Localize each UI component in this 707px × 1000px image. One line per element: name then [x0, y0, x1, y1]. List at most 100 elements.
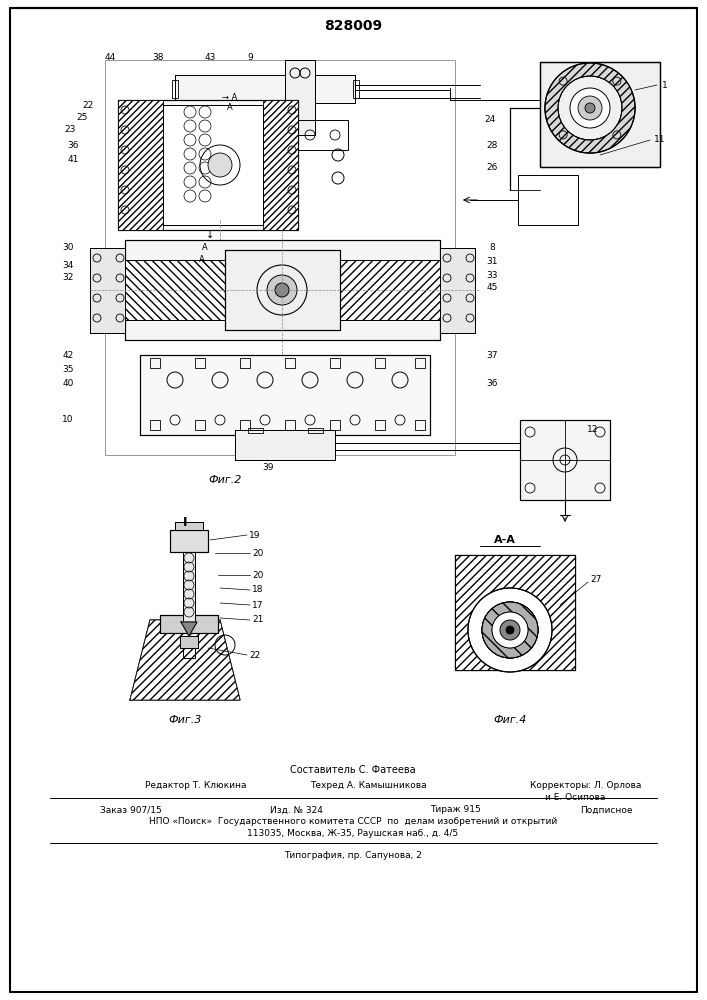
Bar: [285, 60, 315, 135]
Bar: [308, 428, 323, 433]
Text: 26: 26: [486, 163, 498, 172]
Bar: [518, 175, 578, 225]
Bar: [240, 420, 250, 430]
Text: I: I: [182, 516, 187, 528]
Bar: [175, 522, 203, 530]
Bar: [118, 100, 298, 230]
Bar: [172, 80, 178, 98]
Bar: [118, 100, 298, 230]
Bar: [263, 100, 298, 230]
Text: 35: 35: [62, 365, 74, 374]
Circle shape: [468, 588, 552, 672]
Circle shape: [208, 153, 232, 177]
Bar: [170, 530, 208, 552]
Bar: [105, 60, 455, 455]
Bar: [330, 358, 340, 368]
Text: 32: 32: [62, 273, 74, 282]
Text: 44: 44: [105, 53, 116, 62]
Bar: [415, 358, 425, 368]
Bar: [175, 522, 203, 530]
Text: 20: 20: [252, 570, 264, 580]
Text: 19: 19: [250, 530, 261, 540]
Text: 22: 22: [83, 101, 93, 109]
Bar: [195, 420, 205, 430]
Bar: [180, 636, 198, 648]
Bar: [440, 248, 475, 333]
Bar: [375, 420, 385, 430]
Circle shape: [570, 88, 610, 128]
Bar: [375, 358, 385, 368]
Text: A: A: [199, 255, 205, 264]
Text: Тираж 915: Тираж 915: [430, 806, 481, 814]
Text: 113035, Москва, Ж-35, Раушская наб., д. 4/5: 113035, Москва, Ж-35, Раушская наб., д. …: [247, 828, 459, 838]
Text: 25: 25: [76, 113, 88, 122]
Text: 36: 36: [67, 140, 78, 149]
Text: Типография, пр. Сапунова, 2: Типография, пр. Сапунова, 2: [284, 850, 422, 859]
Bar: [150, 358, 160, 368]
Bar: [175, 75, 355, 103]
Text: НПО «Поиск»  Государственного комитета СССР  по  делам изобретений и открытий: НПО «Поиск» Государственного комитета СС…: [149, 818, 557, 826]
Bar: [170, 530, 208, 552]
Circle shape: [578, 96, 602, 120]
Polygon shape: [130, 620, 240, 700]
Bar: [225, 250, 340, 330]
Text: → A: → A: [222, 94, 238, 103]
Circle shape: [585, 103, 595, 113]
Text: 24: 24: [484, 115, 496, 124]
Text: Составитель С. Фатеева: Составитель С. Фатеева: [290, 765, 416, 775]
Wedge shape: [545, 63, 635, 153]
Text: 43: 43: [204, 53, 216, 62]
Bar: [455, 555, 575, 670]
Bar: [118, 100, 163, 230]
Bar: [285, 420, 295, 430]
Circle shape: [492, 612, 528, 648]
Bar: [183, 648, 195, 658]
Bar: [330, 420, 340, 430]
Text: 45: 45: [486, 284, 498, 292]
Bar: [163, 105, 263, 225]
Bar: [248, 428, 263, 433]
Text: 27: 27: [590, 576, 602, 584]
Circle shape: [500, 620, 520, 640]
Bar: [175, 75, 355, 103]
Text: 36: 36: [486, 378, 498, 387]
Circle shape: [275, 283, 289, 297]
Text: Фиг.2: Фиг.2: [209, 475, 242, 485]
Text: 37: 37: [486, 351, 498, 360]
Bar: [140, 355, 430, 435]
Bar: [415, 420, 425, 430]
Bar: [440, 248, 475, 333]
Text: Фиг.4: Фиг.4: [493, 715, 527, 725]
Bar: [90, 248, 125, 333]
Text: 28: 28: [486, 140, 498, 149]
Text: 40: 40: [62, 378, 74, 387]
Text: Техред А. Камышникова: Техред А. Камышникова: [310, 782, 426, 790]
Bar: [160, 615, 218, 633]
Text: 22: 22: [250, 650, 261, 660]
Text: 30: 30: [62, 243, 74, 252]
Polygon shape: [181, 622, 197, 636]
Bar: [125, 240, 440, 340]
Text: 11: 11: [654, 135, 666, 144]
Text: 1: 1: [662, 81, 668, 90]
Text: А-А: А-А: [494, 535, 516, 545]
Bar: [340, 260, 440, 320]
Bar: [90, 248, 125, 333]
Bar: [160, 615, 218, 633]
Bar: [183, 552, 195, 622]
Bar: [240, 358, 250, 368]
Text: 34: 34: [62, 260, 74, 269]
Bar: [455, 555, 575, 670]
Circle shape: [506, 626, 514, 634]
Bar: [235, 430, 335, 460]
Text: Корректоры: Л. Орлова: Корректоры: Л. Орлова: [530, 782, 641, 790]
Bar: [540, 62, 660, 167]
Text: 18: 18: [252, 585, 264, 594]
Text: 828009: 828009: [324, 19, 382, 33]
Bar: [540, 62, 660, 167]
Bar: [225, 250, 340, 330]
Circle shape: [267, 275, 297, 305]
Text: Редактор Т. Клюкина: Редактор Т. Клюкина: [145, 782, 247, 790]
Bar: [183, 552, 195, 622]
Bar: [520, 420, 610, 500]
